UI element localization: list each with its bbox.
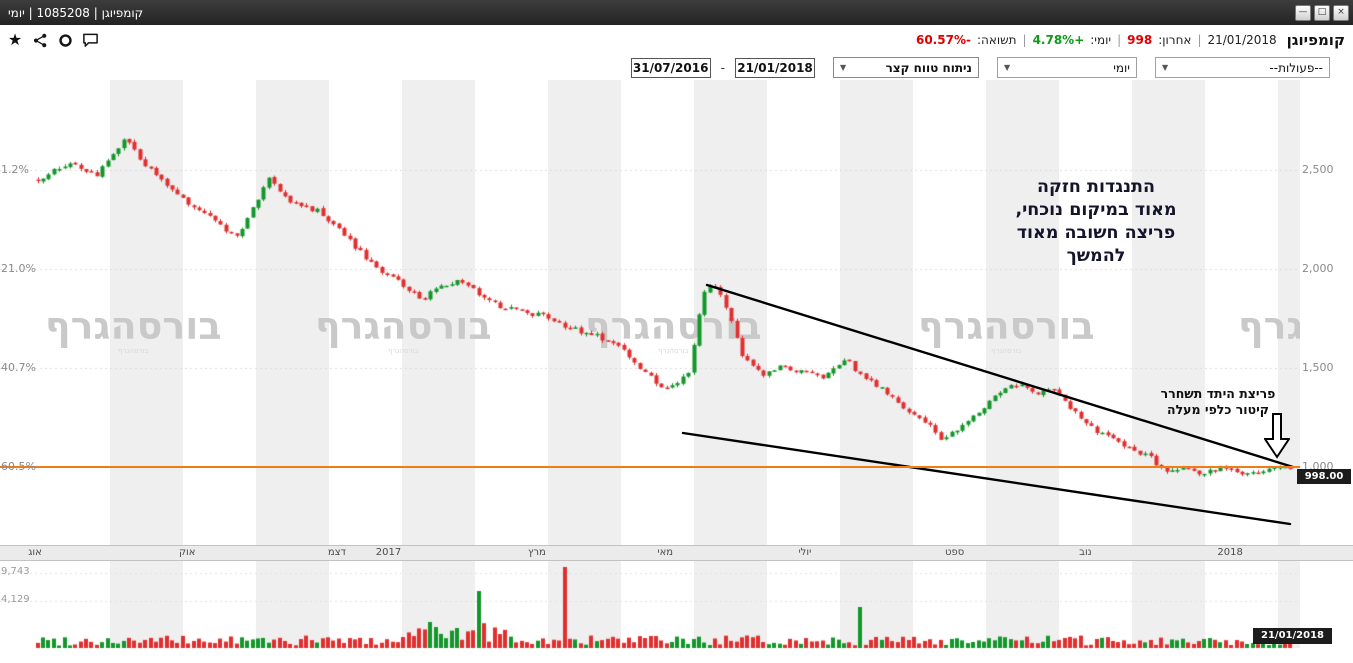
price-plot: בורסהגרףבורסהגרףבורסהגרףבורסהגרףבורסהגרף… bbox=[0, 80, 1300, 545]
current-price-line[interactable] bbox=[0, 466, 1300, 468]
x-axis-tick-label: 2017 bbox=[375, 547, 402, 558]
x-axis-tick-label: ספט bbox=[944, 547, 965, 558]
volume-axis-label: 4,129 bbox=[1, 594, 30, 605]
date-to-input[interactable]: 21/01/2018 bbox=[735, 57, 815, 78]
trend-lines[interactable] bbox=[0, 80, 1300, 545]
comments-bubble-icon[interactable] bbox=[81, 31, 99, 49]
analysis-dropdown[interactable]: ניתוח טווח קצר ▼ bbox=[833, 57, 979, 78]
quick-action-icons: ★ bbox=[6, 25, 99, 55]
chevron-down-icon: ▼ bbox=[840, 63, 847, 72]
minimize-button[interactable]: — bbox=[1295, 4, 1311, 21]
x-axis-tick-label: אוג bbox=[28, 547, 42, 558]
date-range-separator: - bbox=[720, 60, 725, 75]
close-button[interactable]: × bbox=[1333, 4, 1349, 21]
time-axis: אוג אוק דצמ 2017 מרץ מאי יולי ספט נוב 2018 bbox=[0, 545, 1353, 561]
return-label: תשואה: bbox=[976, 33, 1017, 47]
restore-button[interactable]: □ bbox=[1314, 4, 1330, 21]
x-axis-tick-label: מרץ bbox=[528, 547, 546, 558]
chevron-down-icon: ▼ bbox=[1162, 63, 1169, 72]
left-axis-label: 40.7% bbox=[1, 361, 36, 374]
date-from-input[interactable]: 31/07/2016 bbox=[630, 57, 711, 78]
price-chart-area: בורסהגרףבורסהגרףבורסהגרףבורסהגרףבורסהגרף… bbox=[0, 80, 1353, 545]
annotation-breakout-note[interactable]: פריצת היתד תשחרר קיטור כלפי מעלה bbox=[1160, 386, 1276, 417]
x-axis-tick-label: 2018 bbox=[1217, 547, 1243, 558]
left-axis-label: 21.0% bbox=[1, 262, 36, 275]
volume-plot: 9,743 4,129 bbox=[0, 561, 1300, 663]
daily-label: יומי: bbox=[1090, 33, 1112, 47]
left-axis-label: 1.2% bbox=[1, 163, 29, 176]
period-dropdown[interactable]: יומי ▼ bbox=[997, 57, 1137, 78]
window-titlebar[interactable]: קומפיוגן | 1085208 | יומי — □ × bbox=[0, 0, 1353, 25]
chevron-down-icon: ▼ bbox=[1004, 63, 1011, 72]
volume-axis-label: 9,743 bbox=[1, 566, 30, 577]
favorite-star-icon[interactable]: ★ bbox=[7, 30, 23, 49]
right-price-axis: 2,500 2,000 1,500 1,000 bbox=[1300, 80, 1353, 545]
instrument-infobar: ★ קומפיוגן 21/01/2018 bbox=[0, 25, 1353, 55]
actions-dropdown[interactable]: --פעולות-- ▼ bbox=[1155, 57, 1330, 78]
alerts-ring-icon[interactable] bbox=[56, 31, 74, 49]
share-icon[interactable] bbox=[31, 31, 49, 49]
window-controls: — □ × bbox=[1295, 4, 1349, 21]
annotation-resistance-note[interactable]: התנגדות חזקה מאוד במיקום נוכחי, פריצה חשוב… bbox=[1015, 177, 1177, 266]
trend-line[interactable] bbox=[681, 431, 1292, 526]
trend-line[interactable] bbox=[705, 283, 1295, 469]
x-axis-tick-label: אוק bbox=[178, 547, 196, 558]
x-axis-tick-label: דצמ bbox=[327, 547, 346, 558]
window-title: קומפיוגן | 1085208 | יומי bbox=[8, 5, 144, 20]
volume-date-badge: 21/01/2018 bbox=[1253, 628, 1332, 644]
chart-toolbar: --פעולות-- ▼ יומי ▼ ניתוח טווח קצר ▼ 21/… bbox=[0, 55, 1353, 80]
x-axis-tick-label: מאי bbox=[657, 547, 674, 558]
instrument-name: קומפיוגן bbox=[1286, 31, 1345, 49]
return-value: -60.57% bbox=[915, 33, 971, 47]
daily-change-value: +4.78% bbox=[1032, 33, 1085, 47]
right-axis-label: 2,500 bbox=[1302, 163, 1334, 176]
last-label: אחרון: bbox=[1158, 33, 1192, 47]
x-axis-tick-label: נוב bbox=[1079, 547, 1092, 558]
last-value: 998 bbox=[1127, 33, 1153, 47]
breakout-arrow-icon[interactable] bbox=[1264, 413, 1290, 459]
right-axis-label: 1,500 bbox=[1302, 361, 1334, 374]
quote-date: 21/01/2018 bbox=[1207, 33, 1277, 47]
x-axis-tick-label: יולי bbox=[798, 547, 812, 558]
last-price-badge: 998.00 bbox=[1297, 469, 1351, 484]
right-axis-label: 2,000 bbox=[1302, 262, 1334, 275]
left-axis-label: 60.5% bbox=[1, 460, 36, 473]
volume-bars-canvas[interactable] bbox=[0, 561, 1300, 663]
instrument-summary: קומפיוגן 21/01/2018 | אחרון: 998 | יומי:… bbox=[915, 31, 1345, 49]
volume-pane: 9,743 4,129 21/01/2018 bbox=[0, 561, 1353, 663]
